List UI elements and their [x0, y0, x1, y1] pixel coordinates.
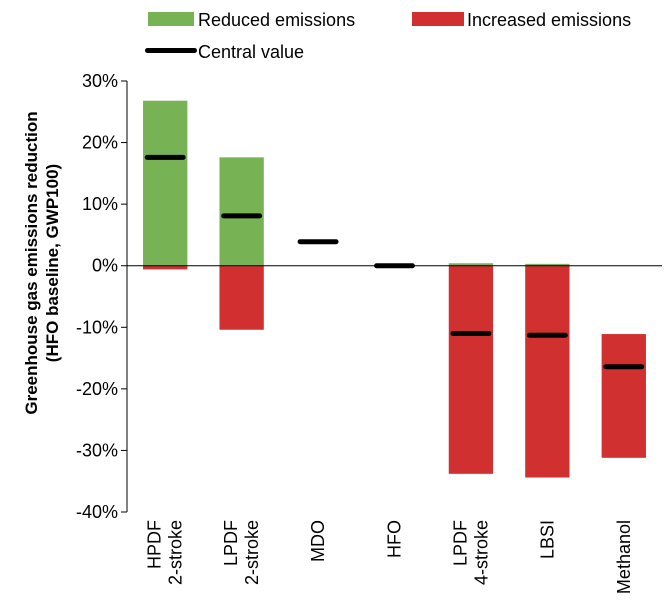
- y-tick-label: -10%: [76, 317, 118, 337]
- y-tick-label: 10%: [82, 194, 118, 214]
- increased-bar-lpdf-4-stroke: [448, 265, 494, 474]
- x-tick-label-line: MDO: [308, 520, 328, 562]
- x-tick-label-line: 2-stroke: [242, 520, 262, 585]
- x-tick-label-line: Methanol: [614, 520, 634, 594]
- legend: Reduced emissions Increased emissions Ce…: [145, 10, 631, 62]
- reduced-bar-hpdf-2-stroke: [143, 100, 188, 266]
- x-tick-label-lpdf-2-stroke: LPDF 2-stroke: [221, 520, 262, 585]
- y-axis-title-line2: (HFO baseline, GWP100): [43, 164, 62, 362]
- increased-bar-lpdf-2-stroke: [219, 265, 264, 330]
- legend-label-increased: Increased emissions: [467, 10, 631, 30]
- x-tick-label-line: 4-stroke: [471, 520, 491, 585]
- legend-swatch-reduced: [148, 12, 194, 26]
- x-tick-label-lbsi: LBSI: [537, 520, 557, 559]
- y-tick-label: -40%: [76, 502, 118, 522]
- y-tick-label: 30%: [82, 71, 118, 91]
- y-tick-labels: 30% 20% 10% 0% -10% -20% -30% -40%: [76, 71, 118, 522]
- x-tick-label-methanol: Methanol: [614, 520, 634, 594]
- increased-bar-hpdf-2-stroke: [143, 265, 188, 270]
- y-tick-label: -20%: [76, 379, 118, 399]
- reduced-bar-lpdf-2-stroke: [219, 157, 264, 266]
- y-axis-title: Greenhouse gas emissions reduction (HFO …: [22, 111, 62, 414]
- legend-label-reduced: Reduced emissions: [198, 10, 355, 30]
- reduced-bar-lpdf-4-stroke: [448, 263, 494, 266]
- x-tick-label-mdo: MDO: [308, 520, 328, 562]
- y-axis-title-line1: Greenhouse gas emissions reduction: [22, 111, 41, 414]
- increased-bar-lbsi: [525, 265, 570, 478]
- x-tick-label-line: LPDF: [221, 520, 241, 566]
- increased-bar-methanol: [601, 334, 646, 458]
- x-tick-label-lpdf-4-stroke: LPDF 4-stroke: [450, 520, 491, 585]
- bars-layer: [143, 100, 646, 478]
- x-tick-label-line: LBSI: [537, 520, 557, 559]
- x-tick-label-line: HPDF: [145, 520, 165, 569]
- legend-label-central: Central value: [198, 42, 304, 62]
- legend-swatch-increased: [412, 12, 464, 26]
- axes-layer: [121, 80, 662, 513]
- y-tick-label: -30%: [76, 440, 118, 460]
- legend-swatch-central: [145, 48, 197, 53]
- x-tick-label-line: LPDF: [450, 520, 470, 566]
- x-tick-labels: HPDF 2-stroke LPDF 2-stroke MDO HFO LPDF 4-stro…: [145, 520, 634, 594]
- y-tick-label: 20%: [82, 133, 118, 153]
- y-tick-label: 0%: [92, 256, 118, 276]
- central-values-layer: [144, 154, 645, 370]
- x-tick-label-line: HFO: [385, 520, 405, 558]
- x-tick-label-hfo: HFO: [385, 520, 405, 558]
- reduced-bar-lbsi: [525, 263, 570, 266]
- x-tick-label-hpdf-2-stroke: HPDF 2-stroke: [145, 520, 186, 585]
- x-tick-label-line: 2-stroke: [166, 520, 186, 585]
